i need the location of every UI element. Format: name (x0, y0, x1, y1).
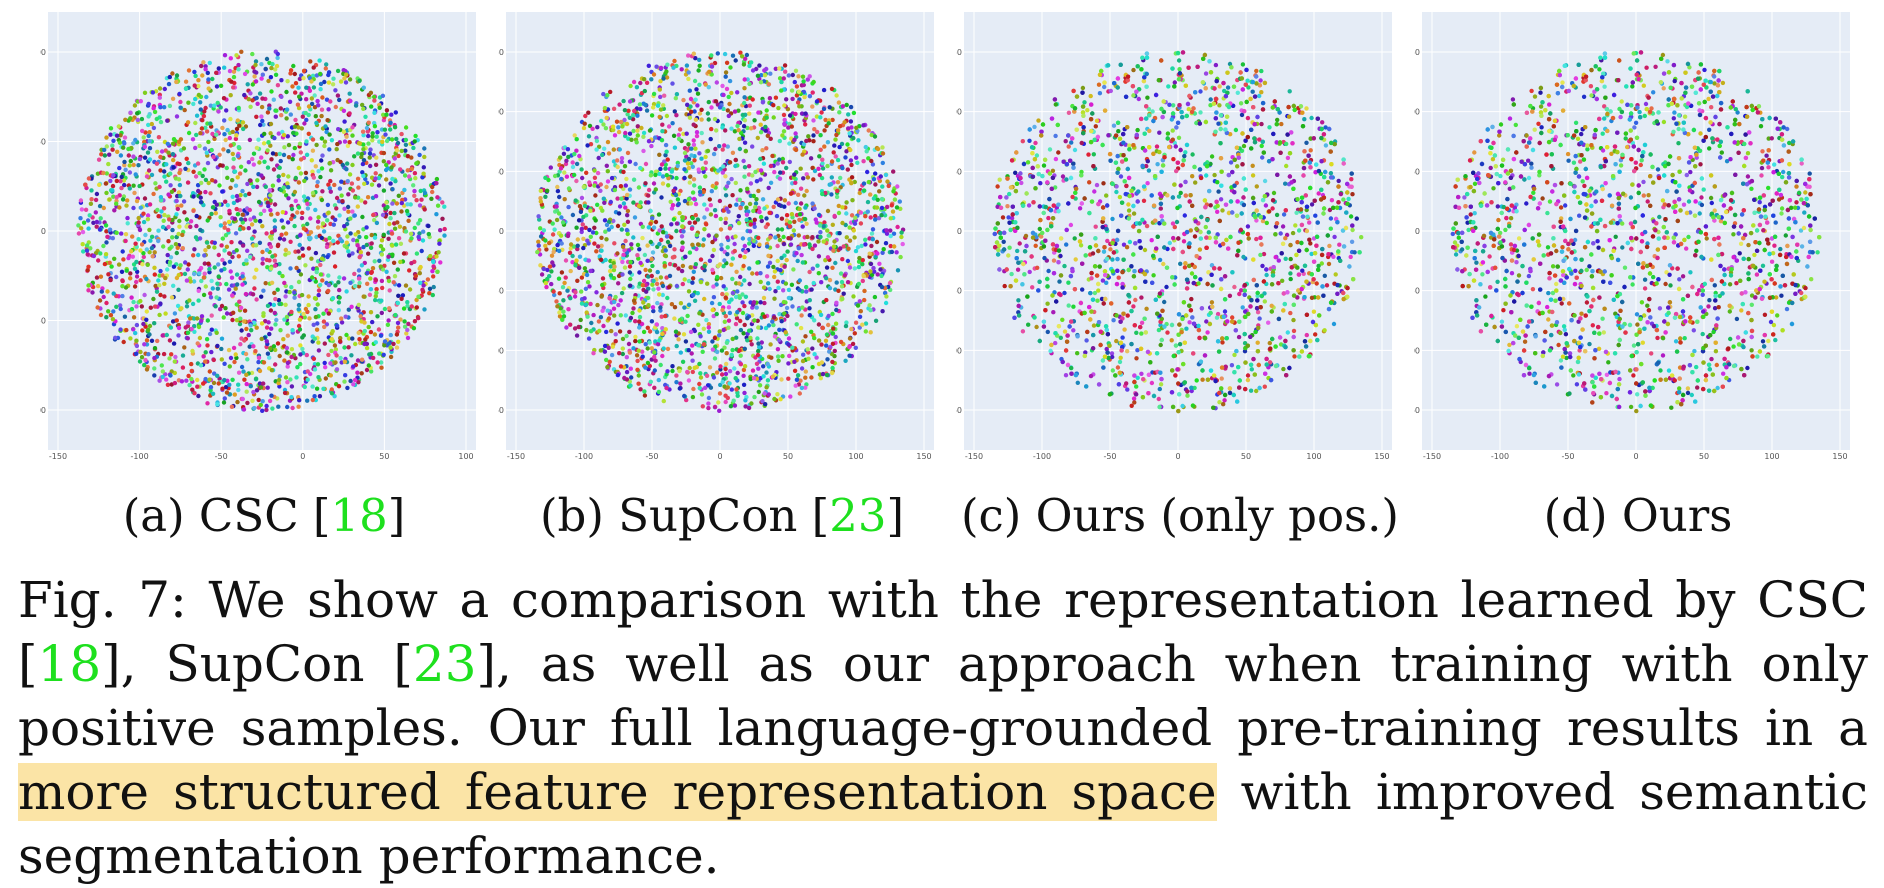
citation-link[interactable]: 18 (38, 635, 102, 693)
svg-text:-50: -50 (645, 452, 658, 461)
svg-text:150: 150 (916, 452, 931, 461)
citation-link[interactable]: 18 (330, 489, 387, 542)
subcaption-d-text: (d) Ours (1544, 489, 1733, 542)
caption-text: ], SupCon [ (101, 635, 413, 693)
svg-text:-150: -150 (507, 452, 525, 461)
subcaption-c: (c) Ours (only pos.) (920, 486, 1440, 546)
figure-caption: Fig. 7: We show a comparison with the re… (18, 568, 1868, 888)
svg-text:50: 50 (783, 452, 793, 461)
svg-text:0: 0 (717, 452, 722, 461)
subcaption-b-text: (b) SupCon [ (540, 489, 829, 542)
subcaption-a: (a) CSC [18] (40, 486, 488, 546)
svg-text:-100: -100 (498, 346, 504, 355)
panel-a: -150 -100 -50 0 50 100 100 50 0 -50 -100 (40, 0, 488, 470)
citation-link[interactable]: 23 (829, 489, 886, 542)
tsne-plot-csc: -150 -100 -50 0 50 100 100 50 0 -50 -100 (40, 0, 488, 470)
svg-text:0: 0 (499, 227, 504, 236)
tsne-plot-supcon: -150 -100 -50 0 50 100 150 150 100 50 0 -50 -100 -150 (498, 0, 946, 470)
svg-text:100: 100 (848, 452, 863, 461)
svg-text:-100: -100 (131, 452, 149, 461)
svg-text:50: 50 (498, 167, 504, 176)
svg-text:-50: -50 (498, 287, 504, 296)
subcaption-a-text: (a) CSC [ (123, 489, 331, 542)
highlighted-text: more structured feature representation s… (18, 763, 1217, 821)
svg-text:0: 0 (41, 227, 46, 236)
svg-text:150: 150 (498, 48, 504, 57)
subcaption-c-text: (c) Ours (only pos.) (961, 489, 1399, 542)
panel-b: -150 -100 -50 0 50 100 150 150 100 50 0 -50 -100 -150 (498, 0, 946, 470)
subcaption-a-close: ] (388, 489, 406, 542)
citation-link[interactable]: 23 (413, 635, 477, 693)
svg-text:0: 0 (300, 452, 305, 461)
svg-text:50: 50 (40, 138, 46, 147)
svg-text:-100: -100 (575, 452, 593, 461)
subcaption-b-close: ] (886, 489, 904, 542)
svg-text:100: 100 (498, 108, 504, 117)
svg-text:-150: -150 (498, 406, 504, 415)
subcaption-d: (d) Ours (1414, 486, 1862, 546)
tsne-plot-ours-only-pos: -150-100-50050100150150100500-50-100-150 (956, 0, 1404, 470)
svg-text:-100: -100 (40, 406, 46, 415)
panel-d: -150-100-50050100150150100500-50-100-150 (1414, 0, 1862, 470)
tsne-plot-ours: -150-100-50050100150150100500-50-100-150 (1414, 0, 1862, 470)
subcaption-b: (b) SupCon [23] (498, 486, 946, 546)
svg-text:-50: -50 (215, 452, 228, 461)
svg-text:100: 100 (40, 48, 46, 57)
svg-text:50: 50 (379, 452, 389, 461)
svg-text:-50: -50 (40, 317, 46, 326)
svg-text:-150: -150 (49, 452, 67, 461)
panel-c: -150-100-50050100150150100500-50-100-150 (956, 0, 1404, 470)
svg-text:100: 100 (458, 452, 473, 461)
